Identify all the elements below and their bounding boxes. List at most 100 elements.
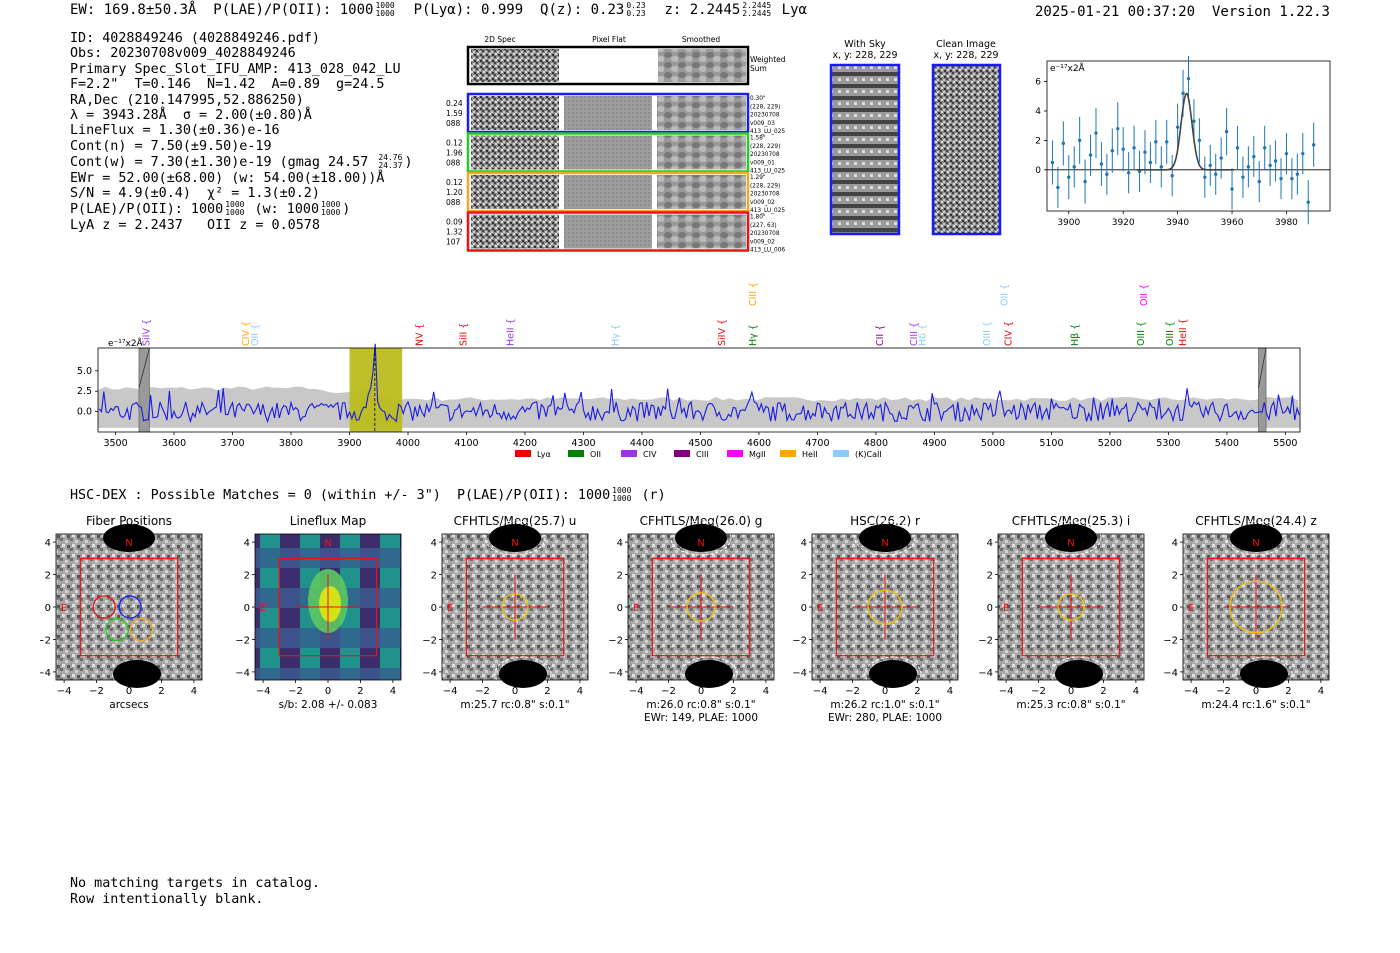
- cutout-pixelflat: [564, 214, 652, 249]
- zoom-point: [1284, 151, 1289, 156]
- east-label: E: [1188, 603, 1194, 614]
- image-panel: Lineflux Map N E −4 −2 0 2 4 4 2 0 −2 −4 s/b: 2.08 +/…: [235, 514, 402, 711]
- north-label: N: [511, 538, 518, 549]
- zoom-fit-curve: [1136, 92, 1234, 171]
- neighbor-source: [499, 660, 547, 688]
- panel-xtick-label: −2: [1031, 686, 1046, 697]
- legend-label: OII: [590, 450, 601, 459]
- info-contn: Cont(n) = 7.50(±9.50)e-19: [70, 138, 272, 154]
- cutout-right-label: v009_02: [750, 239, 775, 245]
- search-box: [465, 557, 565, 657]
- cutout-image: [56, 534, 202, 680]
- zoom-xtick-label: 3940: [1166, 218, 1189, 228]
- zoom-point: [1148, 160, 1153, 165]
- panel-xtick-label: 4: [577, 686, 583, 697]
- panel-ytick-label: −4: [608, 668, 623, 679]
- zoom-point: [1077, 138, 1082, 143]
- panel-ytick-label: 4: [1172, 538, 1178, 549]
- panel-ytick-label: −4: [40, 668, 51, 679]
- cutout-smoothed: [657, 135, 746, 170]
- zoom-ytick-label: 0: [1035, 166, 1041, 176]
- north-label: N: [1067, 538, 1074, 549]
- panel-xtick-label: −4: [443, 686, 458, 697]
- north-label: N: [1252, 538, 1259, 549]
- aperture-circle: [686, 592, 716, 622]
- weighted-sum-row: Weighted Sum: [466, 45, 786, 86]
- spectral-line-label: OIII {: [982, 321, 993, 346]
- zoom-ytick-label: 2: [1035, 136, 1041, 146]
- cutout-pixelflat: [564, 135, 652, 170]
- cutout-right-label: 20230708: [750, 152, 780, 158]
- zoom-point: [1050, 160, 1055, 165]
- panel-caption-2: EWr: 280, PLAE: 1000: [828, 712, 942, 724]
- zoom-point: [1094, 131, 1098, 135]
- panel-ytick-label: −4: [422, 668, 437, 679]
- search-box: [651, 557, 751, 657]
- panel-ytick-label: 4: [244, 538, 250, 549]
- cutout-left-label: 088: [446, 159, 461, 168]
- cutout-2dspec: [471, 135, 559, 170]
- qz-range: 0.23 0.23: [626, 1, 646, 18]
- cutout-right-label: 413_LU_025: [750, 169, 785, 175]
- zoom-point: [1230, 187, 1234, 191]
- spectrum-xtick-label: 4400: [630, 438, 654, 449]
- image-panel: CFHTLS/Meg(25.3) iNE−4 −2 0 2 4420−2−4m:25.3…: [978, 514, 1145, 711]
- panel-xtick-label: −2: [661, 686, 676, 697]
- version: Version 1.22.3: [1211, 4, 1330, 20]
- zoom-point: [1170, 174, 1174, 178]
- cutout-right-label: 413_LU_025: [750, 129, 785, 135]
- weighted-label: Weighted Sum: [750, 55, 786, 73]
- panel-xtick-label: 2: [914, 686, 920, 697]
- search-box: [1021, 557, 1121, 657]
- panel-xtick-label: −2: [475, 686, 490, 697]
- zoom-point: [1295, 172, 1300, 176]
- detection-info: ID: 4028849246 (4028849246.pdf) Obs: 202…: [70, 31, 413, 233]
- neighbor-source: [103, 524, 155, 552]
- cutout-right-label: 20230708: [750, 113, 780, 119]
- fiber-circle: [118, 595, 142, 619]
- info-contw: Cont(w) = 7.30(±1.30)e-19 (gmag 24.57 24…: [70, 153, 413, 171]
- clean-title: Clean Image: [936, 39, 996, 50]
- info-id: ID: 4028849246 (4028849246.pdf): [70, 31, 320, 46]
- spectral-line-label: OII {: [1000, 284, 1011, 306]
- panel-xtick-label: −4: [629, 686, 644, 697]
- panel-xtick-label: −4: [999, 686, 1014, 697]
- north-label: N: [881, 538, 888, 549]
- spectral-line-label: NV {: [415, 323, 426, 346]
- panel-ytick-label: 2: [244, 571, 250, 582]
- panel-xtick-label: −2: [288, 686, 303, 697]
- cutout-2dspec: [471, 96, 559, 130]
- cutout-right-label: v009_02: [750, 200, 775, 206]
- east-label: E: [447, 603, 453, 614]
- east-label: E: [1003, 603, 1009, 614]
- neighbor-aperture: [484, 520, 546, 556]
- spectrum-line: [98, 343, 1300, 424]
- zoom-point: [1121, 147, 1125, 151]
- panel-xtick-label: 4: [1318, 686, 1324, 697]
- zoom-point: [1290, 176, 1294, 181]
- spectrum-frame: [97, 347, 1301, 433]
- cutout-right-label: (228, 229): [750, 183, 780, 189]
- legend-swatch: [833, 450, 849, 457]
- cutout-right-label: v009_03: [750, 121, 775, 127]
- cutout-left-label: 1.20: [446, 188, 463, 197]
- info-z: LyA z = 2.2437 OII z = 0.0578: [70, 217, 320, 233]
- masked-hatch: [138, 347, 150, 389]
- spectrum-ytick-label: 2.5: [77, 386, 92, 397]
- neighbor-source: [1045, 524, 1097, 552]
- plae-header-range: 1000 1000: [375, 1, 395, 18]
- zoom-fit-chart: e⁻¹⁷x2Å 3900 3920 3940 3960 3980 6 4 2 0: [1035, 56, 1331, 228]
- spectrum-xtick-label: 4900: [922, 438, 946, 449]
- panel-title: Fiber Positions: [86, 514, 172, 528]
- spectrum-xtick-label: 5400: [1215, 438, 1239, 449]
- neighbor-aperture: [1040, 520, 1102, 556]
- zoom-point: [1116, 126, 1120, 131]
- lineflux-peak: [319, 586, 341, 622]
- cutout-left-label: 0.09: [446, 218, 463, 227]
- neighbor-aperture: [670, 520, 732, 556]
- cutout-left-label: 0.24: [446, 99, 463, 108]
- north-label: N: [324, 538, 331, 549]
- panel-xtick-label: −2: [1216, 686, 1231, 697]
